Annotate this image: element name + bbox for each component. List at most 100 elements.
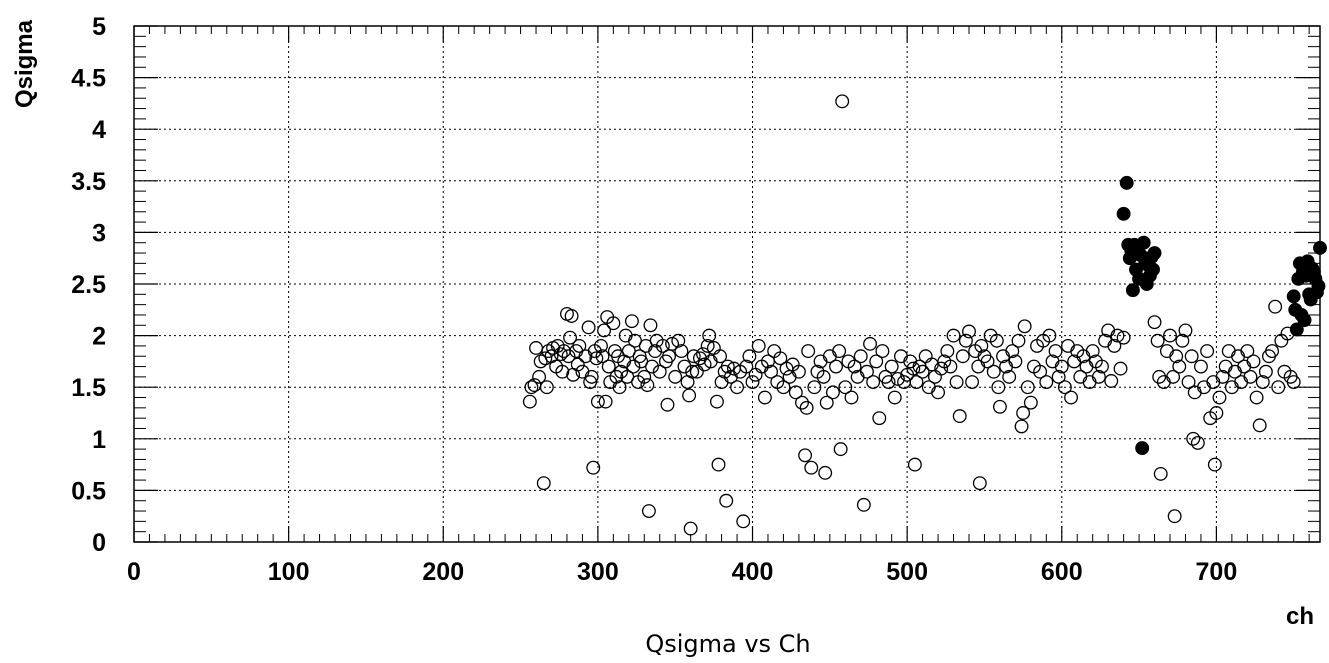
open-data-point [648, 344, 663, 359]
open-data-point [522, 394, 537, 409]
y-axis-label: Qsigma [11, 19, 38, 108]
open-data-point [1206, 375, 1221, 389]
open-data-point [1153, 466, 1168, 481]
x-tick-label: 300 [577, 558, 619, 586]
open-data-point [795, 395, 809, 410]
open-data-point [641, 504, 656, 518]
open-data-point [745, 375, 760, 389]
open-data-point [1016, 406, 1031, 420]
open-data-point [1255, 375, 1270, 389]
filled-data-point [1286, 289, 1301, 304]
open-data-point [833, 442, 848, 457]
open-data-point [689, 364, 704, 379]
y-tick-label: 2 [92, 323, 106, 351]
filled-data-point [1311, 279, 1326, 294]
x-axis-label: ch [1286, 603, 1314, 630]
open-data-point [1258, 364, 1273, 379]
open-data-point [539, 380, 554, 395]
x-tick-label: 600 [1041, 558, 1083, 586]
filled-data-point [1135, 441, 1150, 456]
open-data-point [847, 359, 862, 374]
open-data-point [872, 411, 887, 426]
open-data-point [730, 380, 745, 395]
open-data-point [1152, 369, 1167, 384]
open-data-point [1085, 344, 1100, 359]
open-data-point [529, 341, 543, 355]
open-data-point [1190, 435, 1205, 450]
open-data-point [1054, 359, 1069, 374]
y-tick-label: 1 [92, 426, 106, 454]
open-data-point [757, 390, 772, 405]
x-tick-label: 400 [732, 558, 774, 586]
open-data-point [1249, 390, 1264, 405]
open-data-point [685, 364, 700, 379]
open-data-point [597, 323, 612, 338]
open-data-point [1061, 338, 1075, 353]
filled-data-point [1125, 283, 1140, 298]
open-data-point [807, 380, 822, 395]
open-data-point [907, 457, 922, 472]
open-data-point [918, 349, 933, 364]
open-data-point [835, 94, 850, 109]
open-data-point [711, 457, 726, 472]
open-data-point [887, 390, 902, 405]
open-data-point [1234, 375, 1249, 389]
open-data-point [686, 349, 701, 364]
open-data-point [952, 409, 967, 424]
open-data-point [682, 388, 697, 403]
open-data-point [626, 359, 641, 374]
open-data-point [1169, 349, 1184, 364]
open-data-point [742, 349, 757, 364]
open-data-point [943, 359, 958, 374]
open-data-point [1017, 319, 1032, 334]
open-data-point [751, 338, 766, 353]
open-data-point [801, 344, 816, 359]
open-data-point [570, 357, 585, 372]
open-data-point [1091, 369, 1106, 384]
open-data-point [584, 369, 599, 384]
open-data-point [875, 344, 890, 359]
y-tick-label: 0 [92, 529, 106, 557]
open-data-point [989, 333, 1004, 348]
open-data-point [890, 371, 905, 386]
open-data-point [1023, 395, 1038, 410]
open-data-point [1221, 344, 1236, 359]
open-data-point [1163, 328, 1177, 343]
open-data-point [844, 390, 859, 405]
open-data-point [1002, 369, 1017, 384]
open-data-point [1207, 457, 1222, 472]
open-data-point [713, 349, 727, 364]
open-data-point [1008, 354, 1023, 369]
filled-data-point [1136, 235, 1151, 250]
open-data-point [702, 328, 717, 343]
open-data-point [1014, 419, 1029, 434]
open-data-point [1271, 380, 1286, 395]
open-data-point [915, 364, 930, 379]
open-data-point [1175, 333, 1190, 348]
data-points [522, 94, 1327, 536]
open-data-point [1209, 406, 1224, 420]
tick-labels: 0 100 200 300 400 500 600 700 0 0.5 1 1.5 2 2.5 3 3.5 4 4… [71, 13, 1237, 586]
open-data-point [671, 333, 686, 348]
open-data-point [660, 397, 675, 412]
open-data-point [532, 369, 547, 384]
open-data-point [683, 521, 698, 536]
open-data-point [1159, 344, 1174, 359]
open-data-point [1150, 333, 1165, 348]
open-data-point [1064, 390, 1078, 405]
open-data-point [962, 324, 976, 339]
open-data-point [974, 338, 989, 353]
open-data-point [598, 394, 613, 409]
open-data-point [894, 349, 908, 364]
open-data-point [782, 369, 797, 384]
open-data-point [986, 364, 1001, 379]
open-data-point [1116, 330, 1131, 345]
open-data-point [645, 359, 659, 374]
open-data-point [594, 338, 608, 353]
filled-data-point [1289, 322, 1304, 337]
open-data-point [884, 359, 899, 374]
open-data-point [652, 364, 667, 379]
open-data-point [816, 369, 831, 384]
open-data-point [859, 364, 874, 379]
open-data-point [825, 385, 840, 400]
